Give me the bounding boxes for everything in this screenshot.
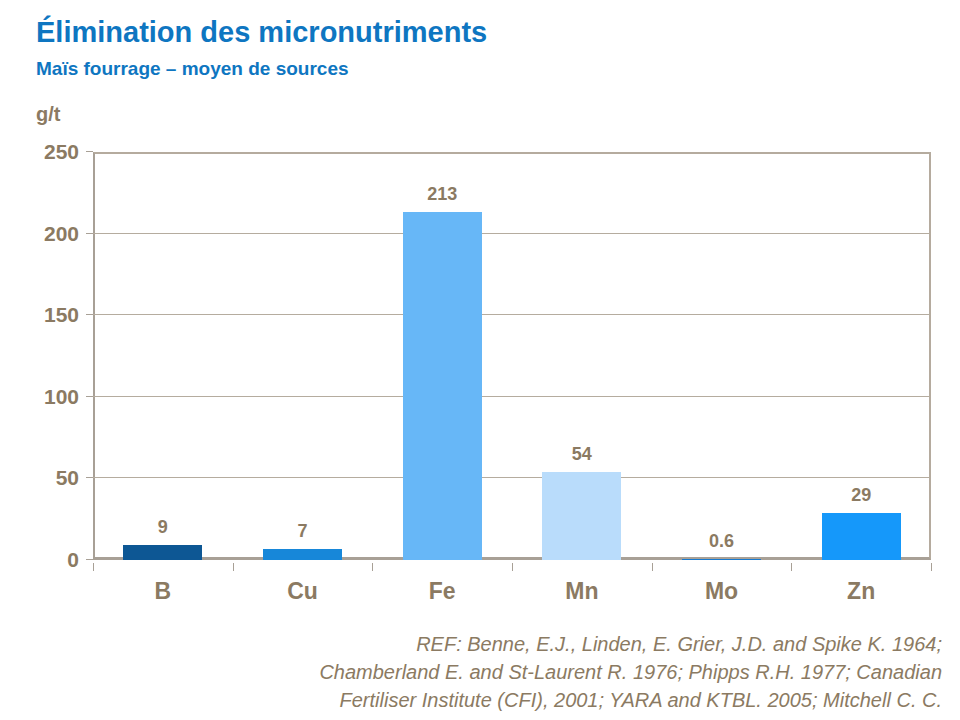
x-axis-tick-mark	[931, 563, 932, 571]
x-axis-tick-mark	[372, 563, 373, 571]
y-axis-tick-mark	[86, 314, 93, 315]
plot-area: 0501001502002509B7Cu213Fe54Mn0.6Mo29Zn	[93, 152, 931, 560]
reference-line: Fertiliser Institute (CFI), 2001; YARA a…	[222, 686, 942, 714]
bar-value-label: 29	[791, 485, 931, 506]
page-subtitle: Maïs fourrage – moyen de sources	[36, 58, 349, 80]
bar-value-label: 213	[372, 184, 512, 205]
page-title: Élimination des micronutriments	[36, 16, 487, 49]
y-axis-tick-mark	[86, 233, 93, 234]
bar-zn	[822, 513, 901, 560]
slide: Élimination des micronutriments Maïs fou…	[0, 0, 960, 720]
gridline	[93, 477, 931, 478]
bar-value-label: 9	[93, 517, 233, 538]
y-axis-tick-mark	[86, 151, 93, 152]
x-axis-tick-mark	[233, 563, 234, 571]
gridline	[93, 396, 931, 397]
y-axis-tick-label: 150	[19, 303, 79, 327]
reference-text: REF: Benne, E.J., Linden, E. Grier, J.D.…	[222, 630, 942, 714]
x-axis-tick-mark	[93, 563, 94, 571]
y-axis-tick-label: 250	[19, 140, 79, 164]
x-axis-category-label: Mn	[512, 578, 652, 605]
y-axis-tick-mark	[86, 559, 93, 560]
x-axis-category-label: B	[93, 578, 233, 605]
bar-mn	[542, 472, 621, 560]
x-axis-tick-mark	[791, 563, 792, 571]
y-axis-tick-label: 0	[19, 548, 79, 572]
y-axis-tick-mark	[86, 396, 93, 397]
y-axis-tick-label: 100	[19, 385, 79, 409]
x-axis-tick-mark	[652, 563, 653, 571]
bar-fe	[403, 212, 482, 560]
bar-b	[123, 545, 202, 560]
y-axis-unit-label: g/t	[36, 103, 60, 126]
bar-mo	[682, 559, 761, 560]
x-axis-category-label: Fe	[372, 578, 512, 605]
bar-cu	[263, 549, 342, 560]
bar-value-label: 54	[512, 444, 652, 465]
y-axis-tick-label: 50	[19, 466, 79, 490]
y-axis-tick-label: 200	[19, 222, 79, 246]
bar-value-label: 0.6	[652, 531, 792, 552]
bar-value-label: 7	[233, 521, 373, 542]
gridline	[93, 314, 931, 315]
x-axis-category-label: Cu	[233, 578, 373, 605]
reference-line: Chamberland E. and St-Laurent R. 1976; P…	[222, 658, 942, 686]
reference-line: REF: Benne, E.J., Linden, E. Grier, J.D.…	[222, 630, 942, 658]
gridline	[93, 233, 931, 234]
x-axis-tick-mark	[512, 563, 513, 571]
x-axis-category-label: Zn	[791, 578, 931, 605]
x-axis-category-label: Mo	[652, 578, 792, 605]
y-axis-tick-mark	[86, 477, 93, 478]
